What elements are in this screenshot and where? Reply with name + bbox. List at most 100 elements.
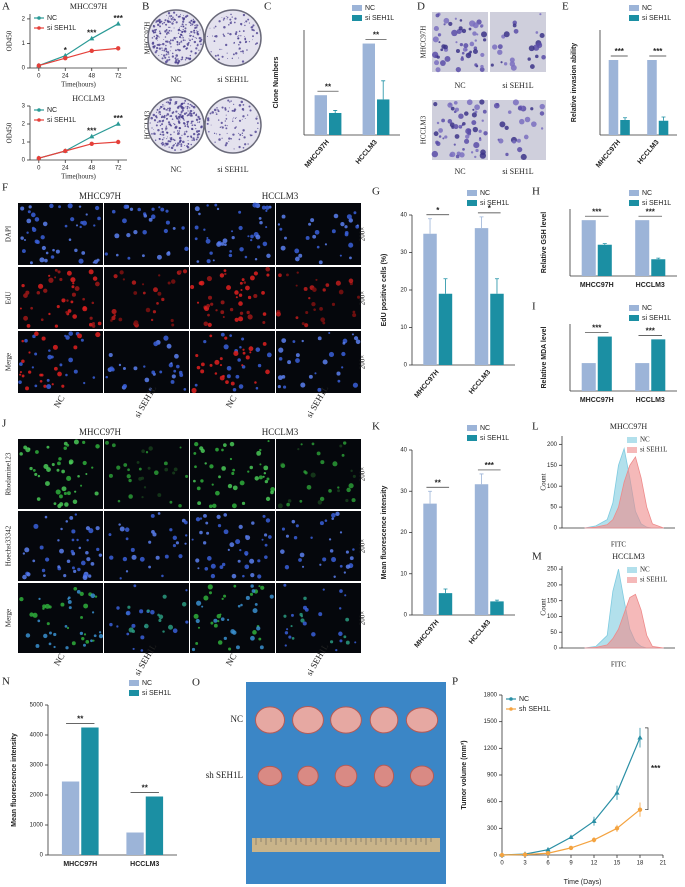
- x-tick-label: HCCLM3: [355, 139, 379, 166]
- cell: [539, 111, 545, 116]
- colony: [213, 132, 216, 135]
- cell: [469, 41, 475, 47]
- cell: [158, 618, 162, 622]
- colony: [251, 39, 253, 41]
- cell: [211, 483, 214, 486]
- colony: [195, 138, 198, 141]
- colony: [164, 142, 167, 145]
- cell: [302, 621, 307, 626]
- cell: [337, 486, 340, 489]
- colony: [188, 57, 192, 61]
- tumor: [330, 706, 362, 734]
- cell: [122, 556, 128, 562]
- point: [545, 846, 551, 852]
- colony: [187, 126, 190, 128]
- colony: [177, 59, 181, 63]
- cell: [141, 283, 145, 286]
- cell: [284, 631, 289, 635]
- y-tick-label: 30: [400, 489, 407, 495]
- cell: [206, 531, 210, 535]
- cell: [447, 119, 453, 124]
- cell: [315, 278, 318, 281]
- cell: [237, 604, 241, 608]
- cell: [193, 613, 199, 619]
- colony: [165, 44, 167, 47]
- cell: [298, 253, 303, 258]
- cell: [479, 137, 482, 140]
- cell: [209, 334, 213, 338]
- cell: [43, 574, 46, 578]
- bar: [581, 363, 596, 391]
- colony: [167, 19, 169, 21]
- colony: [194, 36, 196, 39]
- cell: [20, 206, 25, 211]
- legend-swatch: [627, 577, 637, 583]
- y-tick-label: 4000: [30, 733, 44, 739]
- legend-swatch: [129, 690, 139, 696]
- column-header: MHCC97H: [79, 427, 122, 437]
- cell: [248, 346, 254, 352]
- colony: [173, 122, 175, 124]
- cell: [336, 371, 341, 376]
- cell: [278, 347, 284, 353]
- cell: [56, 305, 60, 309]
- cell: [82, 575, 88, 581]
- cell: [233, 350, 239, 357]
- cell: [93, 634, 97, 638]
- cell: [141, 495, 144, 499]
- colony: [157, 19, 160, 23]
- cell: [161, 297, 165, 302]
- legend-swatch: [352, 15, 362, 21]
- legend-label: NC: [47, 107, 57, 114]
- cell: [517, 146, 523, 153]
- cell: [162, 630, 165, 633]
- colony: [163, 107, 165, 110]
- colony: [161, 123, 164, 126]
- colony: [235, 126, 237, 128]
- cell: [133, 320, 139, 326]
- cell: [206, 204, 209, 207]
- panel-label: I: [532, 301, 536, 313]
- colony: [175, 103, 178, 105]
- cell: [331, 557, 337, 563]
- bar: [377, 99, 390, 135]
- point: [637, 807, 643, 812]
- cell: [229, 457, 233, 461]
- bar: [651, 259, 666, 276]
- colony: [169, 98, 172, 102]
- cell: [54, 268, 58, 272]
- cell: [111, 209, 116, 214]
- colony: [181, 58, 184, 60]
- legend-label: NC: [642, 190, 652, 197]
- colony: [158, 112, 160, 114]
- panel-label: N: [2, 676, 10, 688]
- cell: [280, 549, 285, 554]
- x-tick-label: 24: [62, 74, 69, 80]
- cell: [61, 298, 66, 303]
- cell: [233, 584, 237, 588]
- row-label: MHCC97H: [420, 26, 428, 59]
- cell: [80, 616, 83, 619]
- cell: [442, 137, 445, 140]
- cell: [51, 462, 55, 467]
- colony: [166, 33, 168, 36]
- colony: [153, 32, 155, 34]
- cell: [283, 583, 287, 587]
- cell: [453, 124, 459, 130]
- cell: [19, 307, 22, 310]
- colony: [182, 140, 185, 144]
- legend-swatch: [627, 567, 637, 573]
- cell: [97, 216, 101, 221]
- cell: [263, 472, 267, 475]
- cell: [47, 354, 53, 360]
- cell: [213, 623, 218, 628]
- tumor: [373, 764, 395, 788]
- colony: [173, 27, 175, 29]
- column-header: MHCC97H: [79, 191, 122, 201]
- colony: [151, 42, 155, 45]
- cell: [438, 128, 443, 133]
- x-tick-label: 12: [591, 861, 598, 867]
- column-label: NC: [170, 75, 181, 84]
- y-tick-label: 1800: [484, 693, 498, 699]
- colony: [209, 27, 211, 29]
